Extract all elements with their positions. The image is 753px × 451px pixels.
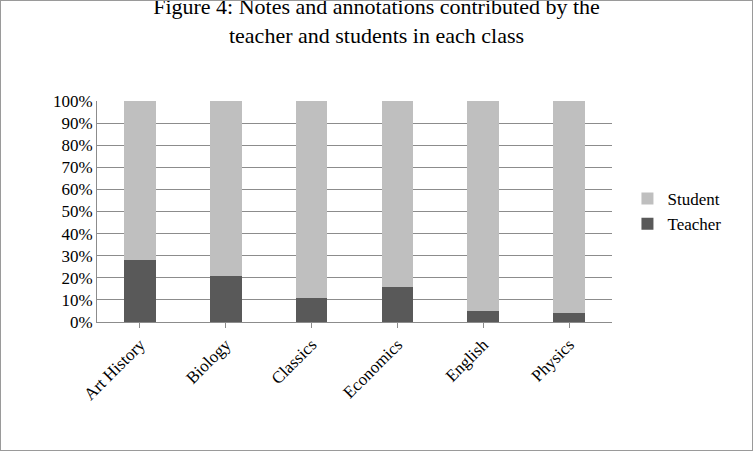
svg-text:50%: 50% bbox=[61, 202, 92, 221]
svg-text:Classics: Classics bbox=[268, 335, 321, 388]
svg-text:10%: 10% bbox=[61, 291, 92, 310]
svg-text:70%: 70% bbox=[61, 158, 92, 177]
svg-text:30%: 30% bbox=[61, 247, 92, 266]
svg-text:90%: 90% bbox=[61, 114, 92, 133]
svg-text:0%: 0% bbox=[70, 313, 93, 332]
svg-text:80%: 80% bbox=[61, 136, 92, 155]
svg-text:Biology: Biology bbox=[182, 335, 235, 388]
svg-text:100%: 100% bbox=[53, 92, 93, 111]
svg-text:Economics: Economics bbox=[339, 335, 406, 402]
svg-text:Art History: Art History bbox=[80, 335, 149, 404]
svg-text:60%: 60% bbox=[61, 180, 92, 199]
svg-text:Figure 4: Notes and annotation: Figure 4: Notes and annotations contribu… bbox=[153, 1, 600, 48]
svg-text:40%: 40% bbox=[61, 225, 92, 244]
svg-text:Student: Student bbox=[667, 190, 719, 209]
svg-text:English: English bbox=[442, 335, 493, 386]
svg-text:Physics: Physics bbox=[528, 335, 578, 385]
svg-text:20%: 20% bbox=[61, 269, 92, 288]
svg-text:Teacher: Teacher bbox=[667, 215, 721, 234]
